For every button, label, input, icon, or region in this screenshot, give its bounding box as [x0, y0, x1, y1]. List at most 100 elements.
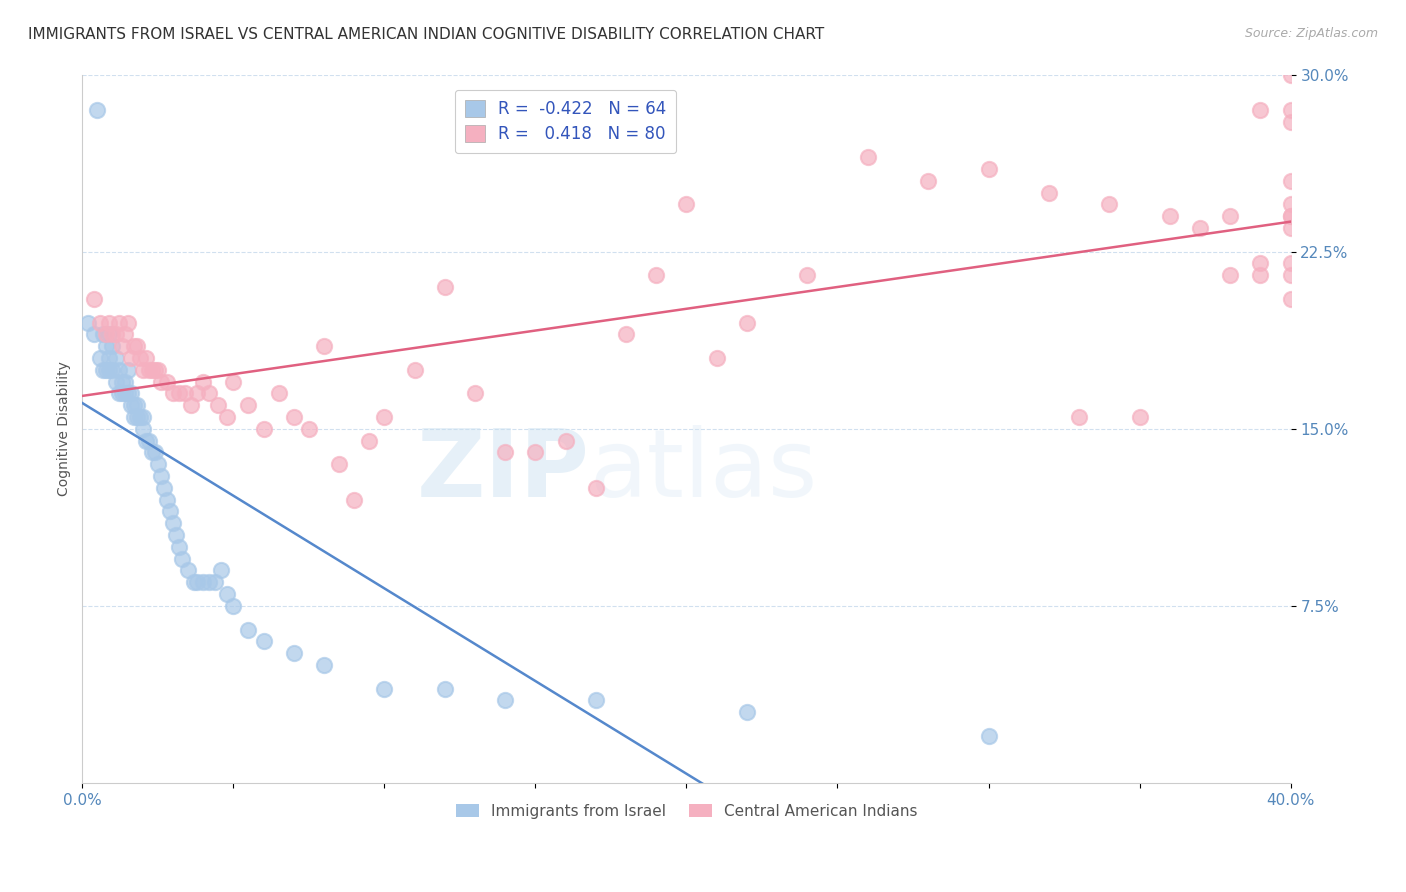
- Point: [135, 434, 157, 448]
- Point: [83, 327, 105, 342]
- Point: [96, 363, 118, 377]
- Point: [86, 103, 108, 117]
- Point: [191, 375, 214, 389]
- Point: [735, 705, 758, 719]
- Point: [328, 457, 350, 471]
- Point: [107, 363, 129, 377]
- Point: [110, 375, 132, 389]
- Point: [238, 398, 260, 412]
- Point: [217, 587, 239, 601]
- Point: [101, 327, 124, 342]
- Point: [149, 469, 172, 483]
- Point: [104, 351, 127, 365]
- Point: [1279, 292, 1302, 306]
- Point: [138, 434, 160, 448]
- Point: [159, 504, 181, 518]
- Point: [104, 375, 127, 389]
- Point: [312, 657, 335, 672]
- Point: [706, 351, 728, 365]
- Point: [1279, 68, 1302, 82]
- Point: [98, 363, 121, 377]
- Point: [204, 575, 226, 590]
- Point: [122, 339, 145, 353]
- Point: [645, 268, 668, 283]
- Point: [373, 409, 395, 424]
- Point: [283, 646, 305, 660]
- Point: [917, 174, 939, 188]
- Point: [1249, 268, 1271, 283]
- Point: [98, 351, 121, 365]
- Point: [153, 481, 176, 495]
- Point: [120, 351, 142, 365]
- Point: [977, 729, 1000, 743]
- Point: [183, 575, 205, 590]
- Point: [131, 409, 153, 424]
- Point: [117, 316, 139, 330]
- Point: [494, 693, 516, 707]
- Point: [131, 422, 153, 436]
- Point: [170, 551, 193, 566]
- Point: [217, 409, 239, 424]
- Point: [238, 623, 260, 637]
- Point: [114, 327, 136, 342]
- Point: [209, 564, 232, 578]
- Point: [267, 386, 290, 401]
- Point: [585, 693, 607, 707]
- Point: [120, 386, 142, 401]
- Point: [207, 398, 229, 412]
- Point: [135, 351, 157, 365]
- Point: [614, 327, 637, 342]
- Point: [141, 363, 163, 377]
- Point: [177, 564, 200, 578]
- Point: [191, 575, 214, 590]
- Point: [1279, 103, 1302, 117]
- Point: [96, 339, 118, 353]
- Point: [494, 445, 516, 459]
- Point: [198, 386, 221, 401]
- Point: [222, 375, 245, 389]
- Point: [1038, 186, 1060, 200]
- Point: [141, 445, 163, 459]
- Point: [359, 434, 381, 448]
- Point: [128, 409, 150, 424]
- Text: IMMIGRANTS FROM ISRAEL VS CENTRAL AMERICAN INDIAN COGNITIVE DISABILITY CORRELATI: IMMIGRANTS FROM ISRAEL VS CENTRAL AMERIC…: [28, 27, 824, 42]
- Point: [83, 292, 105, 306]
- Point: [167, 540, 190, 554]
- Point: [1219, 268, 1241, 283]
- Point: [464, 386, 486, 401]
- Point: [165, 528, 187, 542]
- Point: [1279, 209, 1302, 223]
- Point: [107, 316, 129, 330]
- Point: [373, 681, 395, 696]
- Text: Source: ZipAtlas.com: Source: ZipAtlas.com: [1244, 27, 1378, 40]
- Point: [89, 316, 111, 330]
- Point: [404, 363, 426, 377]
- Point: [1279, 209, 1302, 223]
- Point: [585, 481, 607, 495]
- Point: [125, 409, 148, 424]
- Point: [131, 363, 153, 377]
- Point: [298, 422, 321, 436]
- Point: [180, 398, 202, 412]
- Point: [252, 422, 274, 436]
- Point: [198, 575, 221, 590]
- Point: [735, 316, 758, 330]
- Point: [110, 339, 132, 353]
- Point: [186, 386, 208, 401]
- Point: [114, 375, 136, 389]
- Point: [77, 316, 100, 330]
- Point: [122, 409, 145, 424]
- Point: [796, 268, 818, 283]
- Point: [167, 386, 190, 401]
- Point: [312, 339, 335, 353]
- Y-axis label: Cognitive Disability: Cognitive Disability: [58, 361, 72, 496]
- Point: [1279, 268, 1302, 283]
- Point: [162, 516, 184, 531]
- Point: [138, 363, 160, 377]
- Point: [174, 386, 197, 401]
- Point: [1128, 409, 1150, 424]
- Point: [977, 161, 1000, 176]
- Point: [146, 457, 169, 471]
- Point: [156, 492, 179, 507]
- Text: ZIP: ZIP: [418, 425, 589, 517]
